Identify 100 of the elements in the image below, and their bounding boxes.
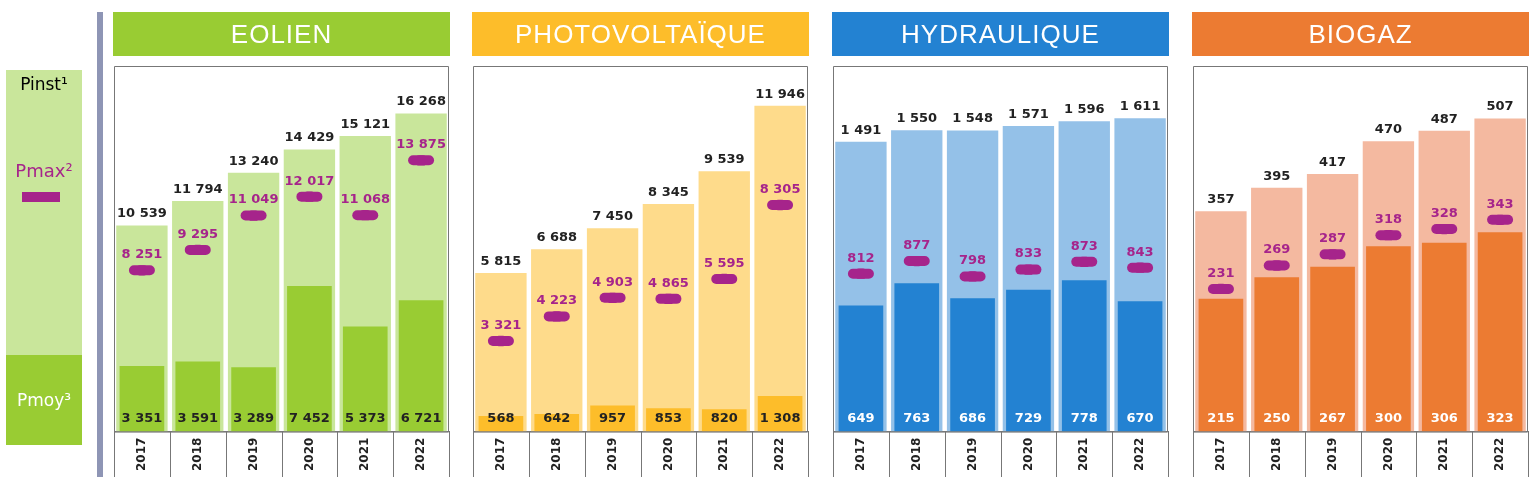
x-tick-label: 2017 <box>493 437 508 472</box>
data-label: 343 <box>1486 195 1514 211</box>
x-tick-label: 2019 <box>245 437 260 472</box>
data-label: 269 <box>1263 241 1291 257</box>
data-label: 507 <box>1486 98 1514 114</box>
data-label: 417 <box>1319 153 1347 169</box>
data-label: 649 <box>847 410 875 426</box>
x-tick-label: 2020 <box>1380 437 1395 472</box>
data-label: 357 <box>1207 191 1235 206</box>
data-label: 1 308 <box>759 410 801 426</box>
data-label: 812 <box>847 249 875 265</box>
data-label: 1 611 <box>1119 98 1161 114</box>
x-tick-label: 2019 <box>964 437 979 472</box>
data-label: 287 <box>1319 230 1347 246</box>
x-tick-label: 2018 <box>908 437 923 472</box>
data-label: 3 591 <box>177 410 219 426</box>
data-label: 3 321 <box>480 316 522 332</box>
data-label: 6 721 <box>400 410 442 426</box>
data-label: 12 017 <box>284 172 335 188</box>
data-label: 3 289 <box>233 410 274 426</box>
x-tick-label: 2021 <box>716 437 731 472</box>
data-label: 13 240 <box>228 152 279 168</box>
x-tick-label: 2017 <box>1213 437 1228 472</box>
data-label: 5 373 <box>344 410 386 426</box>
data-label: 1 596 <box>1063 101 1105 117</box>
x-tick-label: 2017 <box>853 437 868 472</box>
data-label: 1 571 <box>1008 105 1049 121</box>
data-label: 568 <box>487 410 515 426</box>
data-label: 853 <box>654 410 682 426</box>
x-tick-label: 2020 <box>1020 437 1035 472</box>
x-tick-label: 2018 <box>1268 437 1283 472</box>
data-label: 957 <box>599 410 627 426</box>
data-label: 487 <box>1430 110 1458 126</box>
text: Pmoy³ <box>6 355 82 445</box>
x-tick-label: 2021 <box>1076 437 1091 472</box>
data-label: 1 491 <box>840 121 882 137</box>
data-label: 11 068 <box>340 191 391 207</box>
x-tick-label: 2018 <box>189 437 204 472</box>
x-tick-label: 2019 <box>604 437 619 472</box>
x-tick-label: 2021 <box>357 437 372 472</box>
data-label: 16 268 <box>396 93 446 109</box>
x-tick-label: 2020 <box>301 437 316 472</box>
x-tick-label: 2021 <box>1436 437 1451 472</box>
data-label: 11 794 <box>172 180 223 196</box>
data-label: 14 429 <box>284 129 335 145</box>
text: Pinst¹ <box>6 70 82 98</box>
data-label: 4 903 <box>592 273 633 289</box>
data-label: 670 <box>1126 410 1154 426</box>
data-label: 1 548 <box>952 110 993 126</box>
data-label: 7 452 <box>289 410 330 426</box>
data-label: 3 351 <box>121 410 163 426</box>
data-label: 11 946 <box>755 85 805 101</box>
data-label: 686 <box>959 410 987 426</box>
data-label: 395 <box>1263 167 1291 183</box>
data-label: 833 <box>1014 245 1042 261</box>
x-tick-label: 2022 <box>772 437 787 472</box>
data-label: 328 <box>1430 204 1458 220</box>
x-tick-label: 2022 <box>1492 437 1507 472</box>
data-label: 778 <box>1070 410 1098 426</box>
x-tick-label: 2017 <box>134 437 149 472</box>
data-label: 729 <box>1014 410 1042 426</box>
data-label: 250 <box>1263 410 1291 426</box>
data-label: 11 049 <box>228 191 279 207</box>
x-tick-label: 2019 <box>1324 437 1339 472</box>
data-label: 13 875 <box>396 136 446 152</box>
data-label: 5 595 <box>703 254 745 270</box>
data-label: 8 305 <box>759 180 801 196</box>
chart-title: BIOGAZ <box>1192 12 1529 56</box>
data-label: 215 <box>1207 410 1235 426</box>
data-label: 763 <box>903 410 931 426</box>
x-tick-label: 2018 <box>548 437 563 472</box>
data-label: 873 <box>1070 237 1098 253</box>
data-label: 9 539 <box>703 151 745 167</box>
data-label: 318 <box>1374 211 1402 227</box>
x-tick-label: 2022 <box>413 437 428 472</box>
data-label: 4 223 <box>536 292 578 308</box>
data-label: 798 <box>959 252 987 268</box>
data-label: 5 815 <box>480 252 522 268</box>
data-label: 877 <box>903 236 931 252</box>
data-label: 1 550 <box>896 110 938 126</box>
x-tick-label: 2020 <box>660 437 675 472</box>
data-label: 820 <box>710 410 738 426</box>
chart-title: EOLIEN <box>113 12 450 56</box>
data-label: 642 <box>543 410 571 426</box>
data-label: 8 345 <box>648 183 689 199</box>
data-label: 323 <box>1486 410 1514 426</box>
data-label: 843 <box>1126 243 1154 259</box>
data-label: 7 450 <box>592 208 633 224</box>
data-label: 4 865 <box>648 274 689 290</box>
data-label: 267 <box>1319 410 1347 426</box>
chart-title: PHOTOVOLTAÏQUE <box>472 12 809 56</box>
data-label: 231 <box>1207 264 1235 280</box>
text: Pmax² <box>14 160 74 181</box>
data-label: 9 295 <box>177 225 219 241</box>
data-label: 10 539 <box>117 205 167 221</box>
chart-title: HYDRAULIQUE <box>832 12 1169 56</box>
data-label: 300 <box>1374 410 1402 426</box>
data-label: 15 121 <box>340 115 391 131</box>
data-label: 306 <box>1430 410 1458 426</box>
x-tick-label: 2022 <box>1132 437 1147 472</box>
